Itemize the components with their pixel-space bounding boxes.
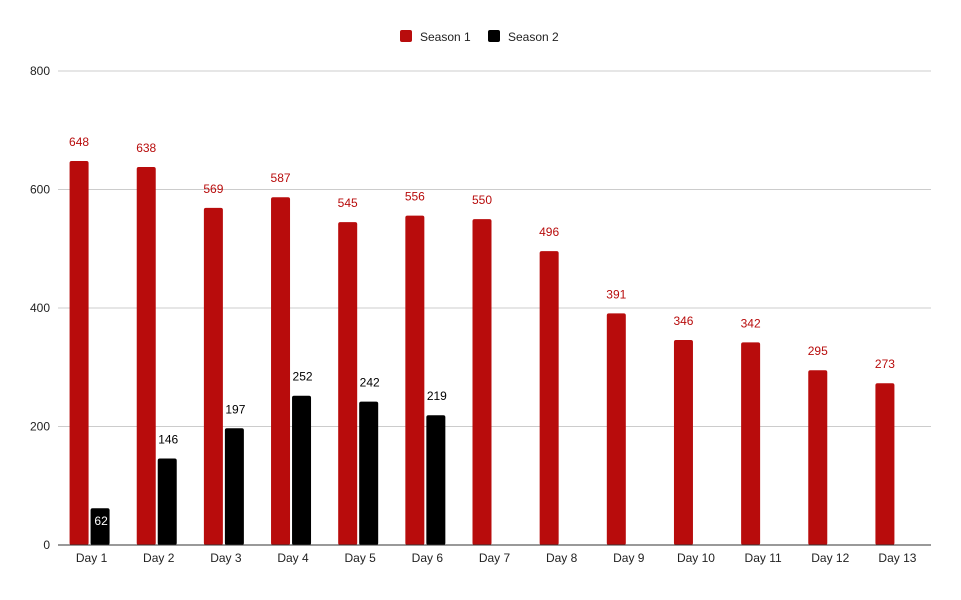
x-tick-label: Day 12 [811, 551, 849, 565]
y-tick-label: 0 [43, 538, 50, 552]
legend-label: Season 2 [508, 30, 559, 44]
bar-season-1 [875, 383, 895, 545]
data-label: 496 [539, 225, 559, 239]
data-label: 146 [158, 432, 178, 446]
data-label: 242 [360, 376, 380, 390]
x-tick-label: Day 7 [479, 551, 511, 565]
bar-season-1 [136, 166, 156, 546]
bar-season-1 [673, 339, 693, 545]
data-label: 273 [875, 357, 895, 371]
data-label: 295 [808, 344, 828, 358]
data-label: 219 [427, 389, 447, 403]
bars [69, 161, 895, 546]
x-tick-label: Day 3 [210, 551, 242, 565]
y-tick-label: 800 [30, 64, 50, 78]
data-label: 638 [136, 141, 156, 155]
data-label: 556 [405, 190, 425, 204]
x-tick-label: Day 2 [143, 551, 175, 565]
data-label: 569 [203, 182, 223, 196]
data-label: 252 [293, 370, 313, 384]
bar-season-1 [808, 370, 828, 545]
x-tick-label: Day 13 [878, 551, 916, 565]
x-tick-label: Day 4 [277, 551, 309, 565]
y-tick-label: 200 [30, 420, 50, 434]
bar-season-1 [539, 251, 559, 545]
bar-season-2 [90, 508, 110, 545]
x-tick-label: Day 9 [613, 551, 645, 565]
x-tick-label: Day 1 [76, 551, 108, 565]
bar-season-2 [292, 395, 312, 545]
bar-season-1 [203, 207, 223, 545]
bar-season-1 [69, 161, 89, 545]
x-tick-label: Day 5 [345, 551, 377, 565]
x-tick-label: Day 8 [546, 551, 578, 565]
data-label: 545 [338, 196, 358, 210]
data-label: 648 [69, 135, 89, 149]
gridlines [58, 70, 931, 427]
y-axis-ticks: 0 200 400 600 800 [30, 64, 50, 552]
x-tick-label: Day 11 [745, 551, 782, 565]
bar-season-2 [359, 401, 379, 545]
data-label: 342 [741, 316, 761, 330]
x-tick-label: Day 6 [412, 551, 444, 565]
x-axis-ticks: Day 1 Day 2 Day 3 Day 4 Day 5 Day 6 Day 7 Day 8… [76, 551, 917, 565]
bar-season-1 [606, 313, 626, 545]
data-label: 391 [606, 287, 626, 301]
x-tick-label: Day 10 [677, 551, 715, 565]
data-label: 197 [225, 402, 245, 416]
legend: Season 1 Season 2 [400, 30, 559, 44]
data-label: 587 [271, 171, 291, 185]
y-tick-label: 400 [30, 301, 50, 315]
bar-season-2 [157, 458, 177, 545]
bar-season-2 [426, 415, 446, 545]
bar-season-1 [472, 219, 492, 545]
bar-season-1 [271, 197, 291, 545]
legend-label: Season 1 [420, 30, 471, 44]
bar-season-1 [741, 342, 761, 545]
bar-season-1 [338, 222, 358, 545]
legend-swatch [488, 30, 500, 42]
y-tick-label: 600 [30, 183, 50, 197]
bar-season-2 [224, 428, 244, 545]
data-label: 550 [472, 193, 492, 207]
data-label: 62 [94, 514, 108, 528]
legend-swatch [400, 30, 412, 42]
data-labels: 648 62 638 146 569 197 587 252 545 242 556 219 550 49… [69, 135, 895, 528]
data-label: 346 [673, 314, 693, 328]
bar-season-1 [405, 215, 425, 545]
